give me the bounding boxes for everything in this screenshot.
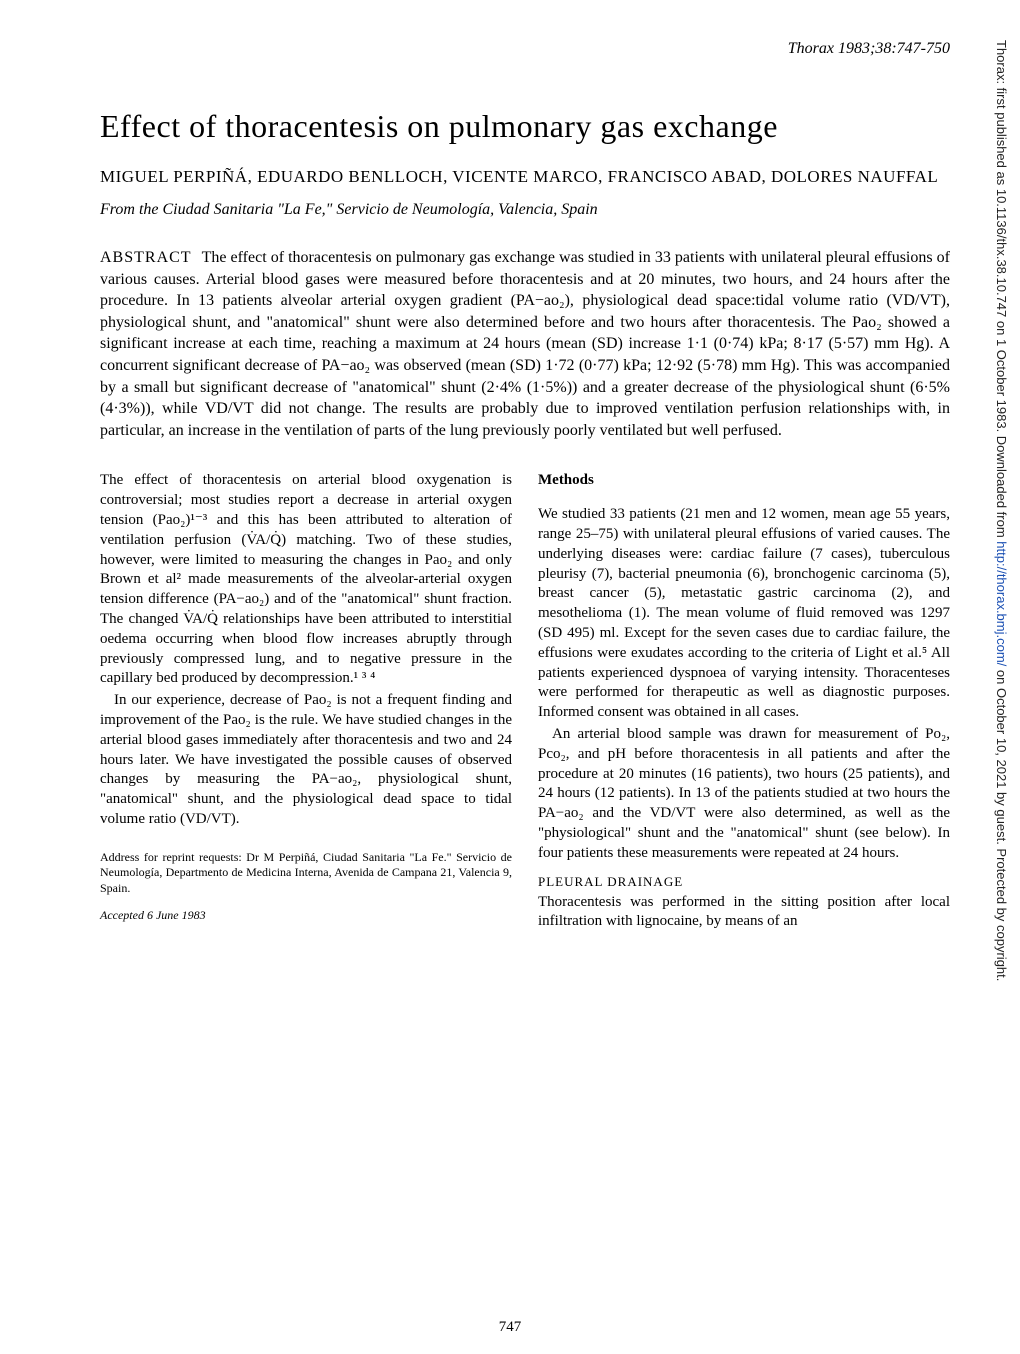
copyright-sidebar: Thorax: first published as 10.1136/thx.3…: [982, 40, 1010, 1320]
accepted-date: Accepted 6 June 1983: [100, 908, 512, 924]
pleural-drainage-heading: PLEURAL DRAINAGE: [538, 873, 950, 890]
methods-paragraph-2: An arterial blood sample was drawn for m…: [538, 725, 950, 864]
abstract-label: ABSTRACT: [100, 249, 192, 266]
right-column: Methods We studied 33 patients (21 men a…: [538, 471, 950, 934]
sidebar-link[interactable]: http://thorax.bmj.com/: [994, 541, 1009, 666]
page-number: 747: [499, 1319, 522, 1336]
sidebar-text-2: on October 10, 2021 by guest. Protected …: [994, 666, 1009, 981]
intro-paragraph-1: The effect of thoracentesis on arterial …: [100, 471, 512, 689]
abstract-text: The effect of thoracentesis on pulmonary…: [100, 249, 950, 439]
left-column: The effect of thoracentesis on arterial …: [100, 471, 512, 934]
drainage-paragraph: Thoracentesis was performed in the sitti…: [538, 893, 950, 933]
article-title: Effect of thoracentesis on pulmonary gas…: [100, 108, 950, 145]
authors-list: MIGUEL PERPIÑÁ, EDUARDO BENLLOCH, VICENT…: [100, 167, 950, 187]
affiliation: From the Ciudad Sanitaria "La Fe," Servi…: [100, 201, 950, 219]
reprint-address: Address for reprint requests: Dr M Perpi…: [100, 850, 512, 897]
methods-heading: Methods: [538, 471, 950, 491]
intro-paragraph-2: In our experience, decrease of Pao₂ is n…: [100, 691, 512, 830]
methods-paragraph-1: We studied 33 patients (21 men and 12 wo…: [538, 505, 950, 723]
abstract-block: ABSTRACTThe effect of thoracentesis on p…: [100, 247, 950, 441]
journal-citation: Thorax 1983;38:747-750: [100, 40, 950, 58]
two-column-layout: The effect of thoracentesis on arterial …: [100, 471, 950, 934]
sidebar-text-1: Thorax: first published as 10.1136/thx.3…: [994, 40, 1009, 541]
